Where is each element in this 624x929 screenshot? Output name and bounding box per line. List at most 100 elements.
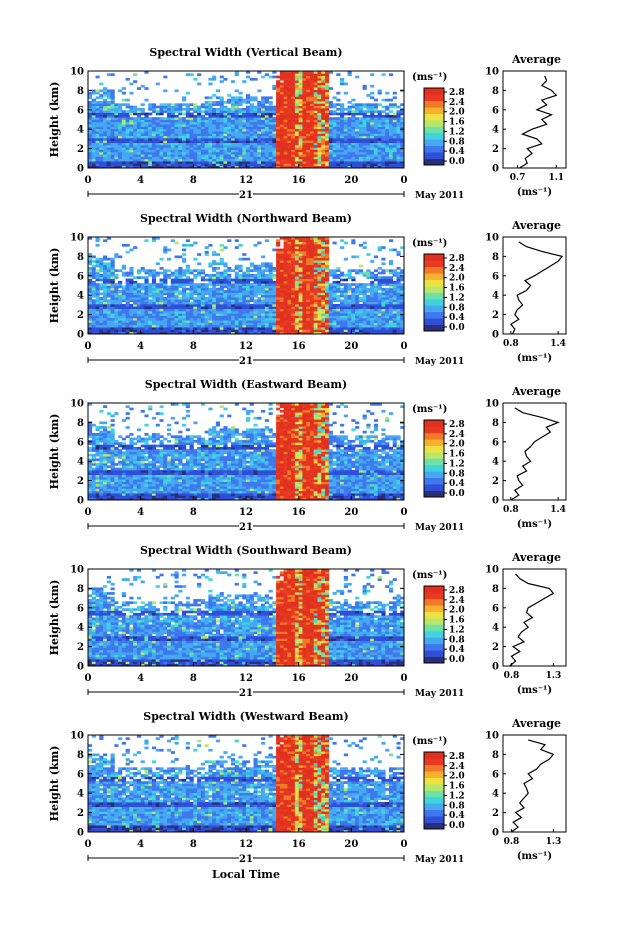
- heatmap-cell: [204, 101, 209, 104]
- heatmap-cell: [317, 253, 322, 256]
- heatmap-cell: [103, 98, 108, 102]
- heatmap-cell: [309, 237, 315, 240]
- heatmap-cell: [133, 310, 138, 314]
- heatmap-cell: [223, 165, 228, 169]
- panel-title: Spectral Width (Northward Beam): [140, 212, 352, 225]
- heatmap-cell: [257, 287, 262, 291]
- heatmap-cell: [321, 237, 326, 240]
- heatmap-cell: [332, 287, 337, 291]
- heatmap-cell: [155, 133, 160, 137]
- heatmap-cell: [283, 301, 288, 305]
- heatmap-cell: [328, 303, 333, 307]
- heatmap-cell: [351, 128, 356, 132]
- heatmap-cell: [121, 165, 127, 169]
- heatmap-cell: [347, 119, 352, 123]
- heatmap-cell: [212, 154, 217, 157]
- heatmap-cell: [313, 80, 318, 83]
- heatmap-cell: [148, 303, 153, 307]
- heatmap-cell: [242, 331, 247, 335]
- heatmap-cell: [189, 149, 194, 153]
- heatmap-cell: [268, 119, 273, 123]
- heatmap-cell: [208, 313, 213, 316]
- heatmap-cell: [313, 133, 318, 137]
- heatmap-cell: [355, 131, 360, 134]
- heatmap-cell: [88, 135, 93, 139]
- heatmap-cell: [268, 137, 273, 141]
- heatmap-cell: [355, 103, 360, 107]
- heatmap-cell: [309, 255, 315, 259]
- heatmap-cell: [287, 320, 292, 323]
- heatmap-cell: [343, 124, 348, 127]
- heatmap-cell: [121, 322, 127, 326]
- heatmap-cell: [88, 276, 93, 279]
- heatmap-cell: [99, 114, 104, 118]
- heatmap-cell: [215, 128, 221, 132]
- heatmap-cell: [103, 308, 108, 312]
- heatmap-cell: [287, 297, 292, 300]
- heatmap-cell: [313, 110, 318, 113]
- heatmap-cell: [325, 151, 330, 155]
- heatmap-cell: [129, 112, 134, 116]
- heatmap-cell: [204, 327, 209, 330]
- heatmap-cell: [309, 285, 315, 289]
- heatmap-cell: [279, 98, 285, 102]
- heatmap-cell: [144, 269, 149, 273]
- heatmap-cell: [332, 124, 337, 127]
- heatmap-cell: [88, 105, 93, 109]
- heatmap-cell: [336, 128, 341, 132]
- heatmap-cell: [325, 310, 330, 314]
- heatmap-cell: [377, 131, 382, 134]
- heatmap-cell: [287, 131, 292, 134]
- heatmap-cell: [373, 154, 379, 157]
- heatmap-cell: [302, 313, 307, 316]
- heatmap-cell: [302, 137, 307, 141]
- heatmap-cell: [110, 292, 115, 296]
- heatmap-cell: [178, 310, 183, 314]
- heatmap-cell: [234, 144, 239, 148]
- heatmap-cell: [215, 320, 221, 323]
- heatmap-cell: [306, 71, 311, 74]
- heatmap-cell: [328, 299, 333, 303]
- heatmap-cell: [336, 310, 341, 314]
- heatmap-cell: [279, 269, 285, 273]
- heatmap-cell: [185, 324, 190, 328]
- heatmap-cell: [95, 105, 100, 109]
- heatmap-cell: [306, 161, 311, 164]
- heatmap-cell: [291, 131, 296, 134]
- heatmap-cell: [110, 322, 115, 326]
- heatmap-cell: [392, 105, 397, 109]
- heatmap-cell: [144, 278, 149, 282]
- heatmap-cell: [178, 144, 183, 148]
- heatmap-cell: [227, 294, 232, 298]
- heatmap-cell: [355, 128, 360, 132]
- heatmap-cell: [114, 133, 119, 137]
- heatmap-cell: [227, 297, 232, 300]
- heatmap-cell: [246, 126, 251, 130]
- heatmap-cell: [332, 292, 337, 296]
- heatmap-cell: [110, 140, 115, 143]
- heatmap-cell: [381, 161, 386, 164]
- heatmap-cell: [103, 257, 108, 261]
- heatmap-cell: [234, 163, 239, 167]
- heatmap-cell: [136, 133, 142, 137]
- heatmap-cell: [223, 121, 228, 125]
- colorbar-tick-label: 2.4: [449, 98, 465, 108]
- heatmap-cell: [302, 267, 307, 270]
- heatmap-cell: [140, 292, 145, 296]
- heatmap-cell: [313, 112, 318, 116]
- heatmap-cell: [306, 80, 311, 83]
- heatmap-cell: [163, 121, 168, 125]
- heatmap-cell: [268, 308, 273, 312]
- heatmap-cell: [351, 294, 356, 298]
- heatmap-cell: [309, 133, 315, 137]
- heatmap-cell: [208, 77, 213, 81]
- heatmap-cell: [114, 163, 119, 167]
- average-y-tick-label: 4: [492, 125, 499, 136]
- heatmap-cell: [159, 154, 164, 157]
- heatmap-cell: [317, 250, 322, 254]
- heatmap-cell: [155, 299, 160, 303]
- heatmap-cell: [223, 128, 228, 132]
- heatmap-cell: [351, 156, 356, 160]
- heatmap-cell: [298, 287, 303, 291]
- heatmap-cell: [170, 144, 175, 148]
